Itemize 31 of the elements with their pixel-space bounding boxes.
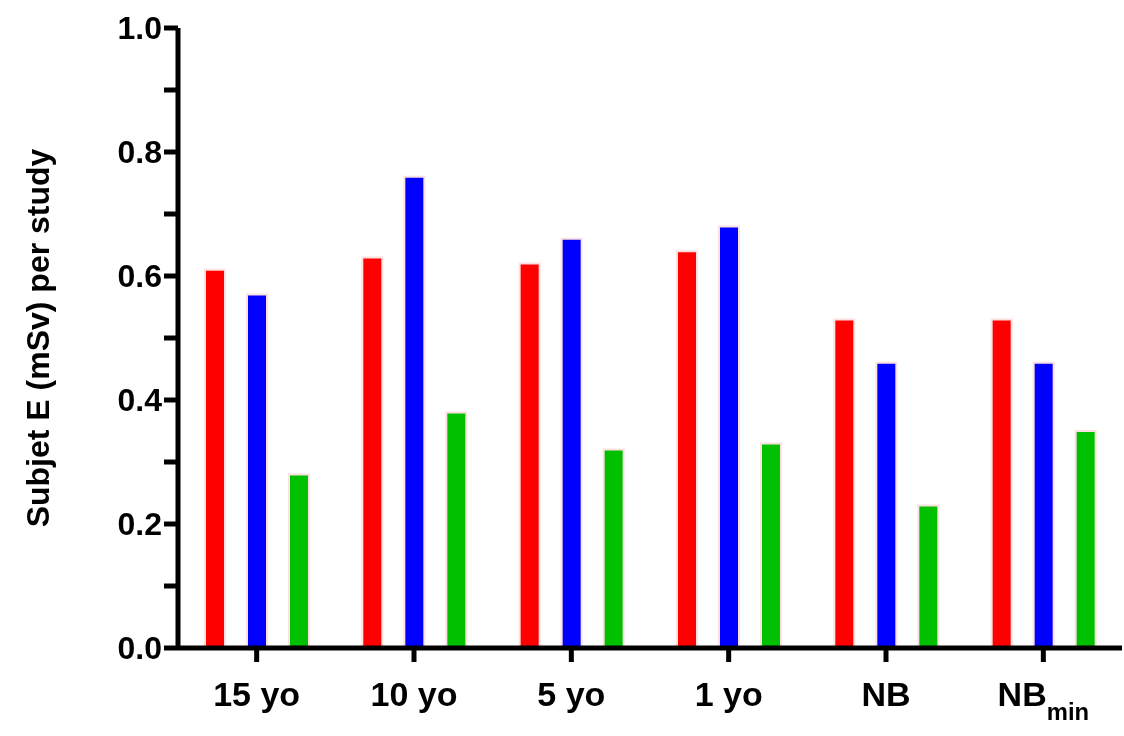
bar: [676, 250, 698, 648]
bar: [560, 237, 583, 648]
bar: [833, 318, 856, 648]
bar: [875, 361, 898, 648]
y-tick-label: 0.0: [117, 630, 162, 667]
bar: [1032, 361, 1055, 648]
y-tick-label: 0.4: [117, 382, 163, 419]
y-tick-label: 0.6: [117, 258, 162, 295]
y-tick-label: 0.8: [117, 134, 162, 171]
x-tick-label: NB: [861, 675, 911, 713]
bar: [518, 262, 541, 648]
bar: [718, 225, 740, 648]
bar: [288, 473, 310, 648]
bar: [403, 175, 426, 648]
bar: [361, 256, 384, 648]
bar: [246, 293, 268, 648]
bar: [1074, 430, 1097, 648]
bar: [204, 268, 226, 648]
bar: [602, 448, 625, 648]
bar: [917, 504, 940, 648]
y-tick-label: 0.2: [117, 506, 162, 543]
x-tick-label: NB$_{min}$: [997, 675, 1090, 725]
y-tick-label: 1.0: [117, 10, 162, 47]
x-tick-label: 5 yo: [537, 675, 606, 713]
x-tick-label: 10 yo: [370, 675, 458, 713]
bar: [760, 442, 782, 648]
y-axis-title: Subjet E (mSv) per study: [20, 148, 57, 528]
x-tick-label: 1 yo: [694, 675, 763, 713]
bar: [445, 411, 468, 648]
bar: [990, 318, 1013, 648]
x-tick-label: 15 yo: [213, 675, 301, 713]
